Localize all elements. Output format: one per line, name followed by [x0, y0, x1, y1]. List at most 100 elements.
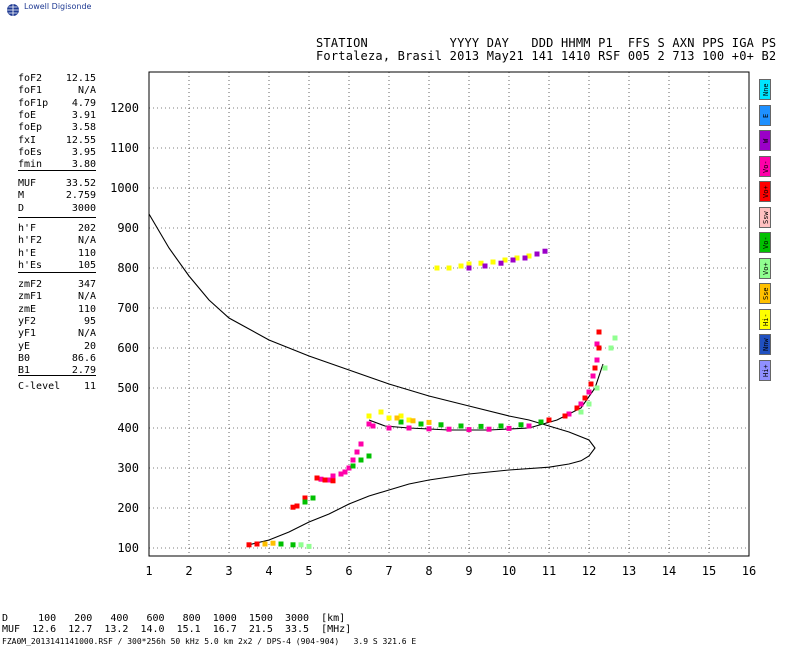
- param-label: B0: [18, 352, 31, 364]
- panel-divider: [18, 170, 96, 171]
- echo-point: [538, 419, 544, 425]
- legend-button-10[interactable]: Hi-: [759, 308, 771, 330]
- legend-button-2[interactable]: E: [759, 104, 771, 126]
- echo-point: [346, 465, 352, 471]
- param-label: B1: [18, 365, 31, 377]
- trace-line-2: [368, 363, 604, 431]
- file-info: FZA0M_2013141141000.RSF / 300*256h 50 kH…: [2, 637, 417, 646]
- trace-line-1: [148, 213, 596, 546]
- legend-button-11[interactable]: Nnw: [759, 334, 771, 355]
- echo-point: [482, 263, 488, 269]
- x-tick-label: 13: [622, 564, 636, 578]
- param-value: 3.80: [71, 159, 96, 171]
- echo-point: [612, 335, 618, 341]
- param-label: D: [18, 202, 25, 214]
- param-value: 4.79: [71, 97, 96, 109]
- echo-point: [262, 541, 268, 547]
- y-tick-label: 900: [117, 221, 139, 235]
- header-labels: STATION YYYY DAY DDD HHMM P1 FFS S AXN P…: [316, 36, 777, 50]
- globe-icon: [7, 4, 19, 16]
- echo-point: [378, 409, 384, 415]
- param-value: 3000: [71, 202, 96, 214]
- echo-point: [322, 477, 328, 483]
- y-tick-label: 500: [117, 381, 139, 395]
- x-tick-label: 4: [265, 564, 272, 578]
- echo-point: [370, 423, 376, 429]
- echo-point: [608, 345, 614, 351]
- echo-point: [446, 426, 452, 432]
- echo-point: [596, 329, 602, 335]
- legend-button-8[interactable]: Vo+: [759, 257, 771, 279]
- legend-button-3[interactable]: W: [759, 130, 771, 151]
- echo-point: [330, 478, 336, 484]
- legend-button-12[interactable]: Hi+: [759, 359, 771, 381]
- echo-point: [586, 389, 592, 395]
- echo-point: [478, 260, 484, 266]
- echo-point: [394, 415, 400, 421]
- param-label: foF1p: [18, 97, 49, 109]
- muf-table-distance-row: D 100 200 400 600 800 1000 1500 3000 [km…: [2, 613, 346, 624]
- legend-button-1[interactable]: Nne: [759, 79, 771, 100]
- echo-point: [498, 423, 504, 429]
- echo-point: [290, 504, 296, 510]
- legend-button-5[interactable]: Vo+: [759, 181, 771, 202]
- param-label: C-level: [18, 381, 61, 392]
- echo-point: [338, 471, 344, 477]
- echo-point: [502, 257, 508, 263]
- param-value: 86.6: [71, 352, 96, 364]
- param-value: 105: [77, 259, 96, 271]
- param-label: yE: [18, 340, 31, 352]
- echo-point: [306, 543, 312, 549]
- param-label: M: [18, 190, 25, 202]
- x-tick-label: 15: [702, 564, 716, 578]
- echo-point: [398, 419, 404, 425]
- param-label: foEp: [18, 122, 43, 134]
- param-value: 110: [77, 303, 96, 315]
- legend-button-7[interactable]: Vo-: [759, 232, 771, 253]
- param-value: N/A: [77, 291, 96, 303]
- echo-point: [330, 473, 336, 479]
- y-tick-label: 100: [117, 541, 139, 555]
- param-label: foF1: [18, 85, 43, 97]
- param-label: h'E: [18, 247, 37, 259]
- echo-point: [314, 475, 320, 481]
- param-value: 3.58: [71, 122, 96, 134]
- panel-divider: [18, 375, 96, 376]
- param-value: 12.55: [65, 134, 96, 146]
- param-value: 347: [77, 279, 96, 290]
- echo-point: [302, 499, 308, 505]
- legend-button-6[interactable]: Ssw: [759, 206, 771, 228]
- echo-point: [298, 542, 304, 548]
- x-tick-label: 5: [305, 564, 312, 578]
- param-label: zmF2: [18, 279, 43, 290]
- x-tick-label: 2: [185, 564, 192, 578]
- param-value: 20: [83, 340, 96, 352]
- echo-point: [510, 257, 516, 263]
- echo-point: [542, 248, 548, 254]
- echo-point: [562, 413, 568, 419]
- param-label: yF2: [18, 315, 37, 327]
- legend-button-9[interactable]: Sse: [759, 283, 771, 304]
- y-tick-label: 800: [117, 261, 139, 275]
- echo-point: [590, 373, 596, 379]
- legend-button-4[interactable]: Vo-: [759, 155, 771, 177]
- echo-point: [526, 253, 532, 259]
- x-tick-label: 16: [742, 564, 756, 578]
- echo-point: [354, 449, 360, 455]
- echo-point: [326, 477, 332, 483]
- echo-point: [514, 255, 520, 261]
- echo-point: [566, 411, 572, 417]
- y-tick-label: 300: [117, 461, 139, 475]
- echo-point: [466, 427, 472, 433]
- echo-point: [398, 413, 404, 419]
- param-label: yF1: [18, 328, 37, 340]
- echo-point: [246, 542, 252, 548]
- x-tick-label: 8: [425, 564, 432, 578]
- x-tick-label: 7: [385, 564, 392, 578]
- param-label: fmin: [18, 159, 43, 171]
- param-value: 110: [77, 247, 96, 259]
- echo-point: [546, 417, 552, 423]
- y-tick-label: 700: [117, 301, 139, 315]
- param-value: 2.79: [71, 365, 96, 377]
